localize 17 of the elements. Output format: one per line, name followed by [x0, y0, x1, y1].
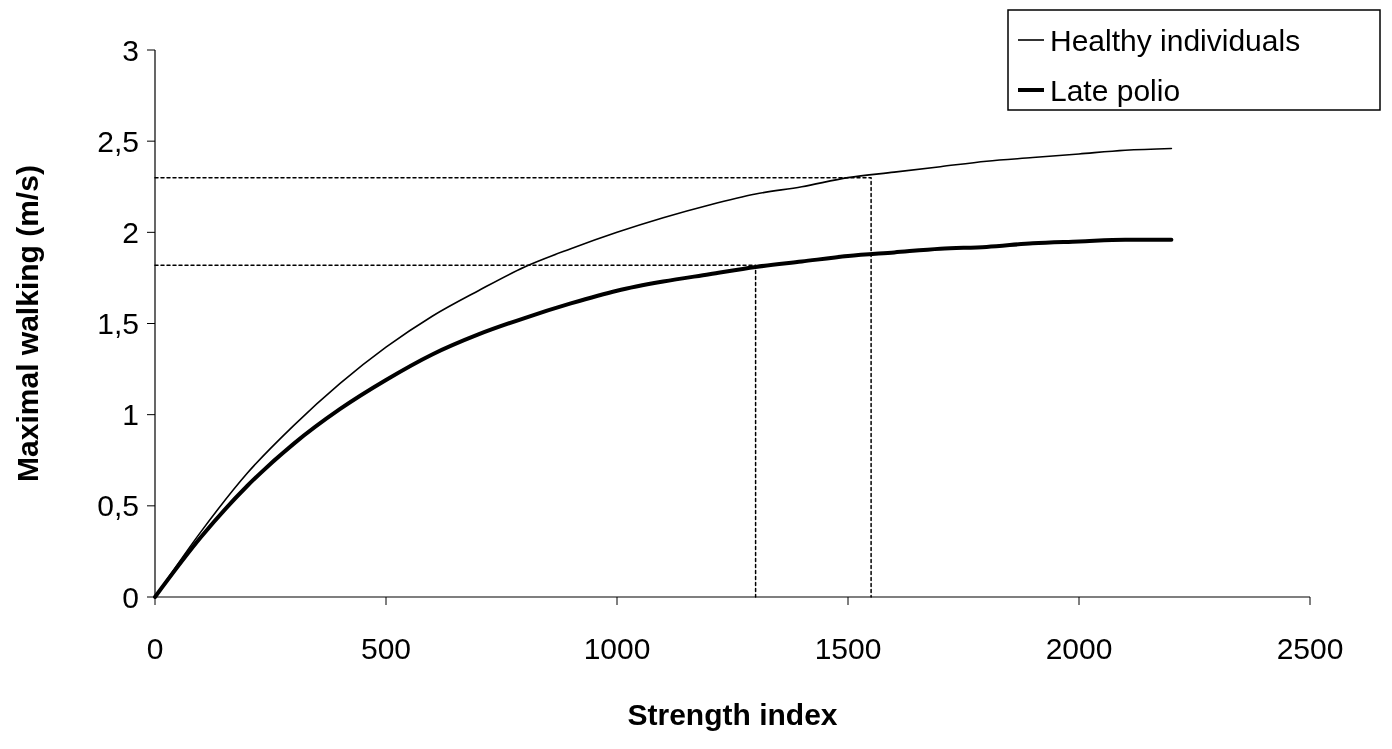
y-tick-label: 3 — [122, 33, 139, 67]
y-tick-label: 2,5 — [97, 124, 139, 158]
y-axis-title: Maximal walking (m/s) — [11, 165, 44, 482]
x-tick-label: 500 — [360, 632, 412, 665]
y-tick-label: 1,5 — [97, 307, 139, 340]
y-tick-label: 2 — [122, 215, 139, 249]
legend-label: Healthy individuals — [1050, 23, 1301, 57]
x-tick-label: 2500 — [1276, 632, 1344, 665]
x-axis-title: Strength index — [627, 698, 838, 731]
y-tick-label: 0,5 — [97, 489, 139, 523]
y-tick-label: 1 — [122, 398, 139, 432]
x-tick-label: 1000 — [583, 632, 651, 665]
legend-label: Late polio — [1050, 73, 1181, 107]
x-tick-label: 2000 — [1045, 632, 1113, 665]
y-tick-label: 0 — [122, 580, 139, 614]
x-tick-label: 0 — [146, 632, 164, 665]
x-tick-label: 1500 — [814, 632, 882, 665]
